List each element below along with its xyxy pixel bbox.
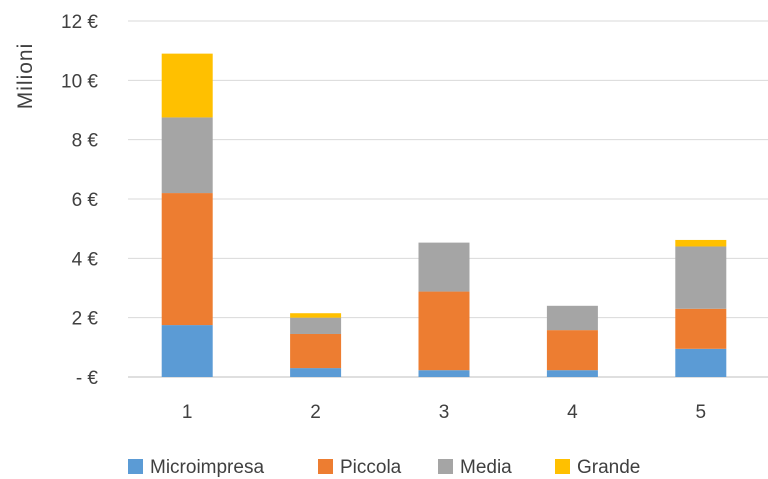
legend-label: Grande: [577, 457, 640, 478]
legend-swatch: [318, 459, 333, 474]
bar-segment: [161, 53, 213, 118]
bar-segment: [675, 246, 727, 309]
bar-segment: [161, 325, 213, 377]
y-tick-label: 10 €: [61, 71, 98, 92]
legend-swatch: [438, 459, 453, 474]
y-tick-label: 6 €: [72, 190, 99, 211]
x-tick-label: 2: [310, 402, 321, 423]
bar-segment: [675, 239, 727, 247]
gridlines: [128, 20, 768, 378]
legend-label: Piccola: [340, 457, 402, 478]
legend: Microimpresa Piccola Media Grande: [128, 457, 640, 478]
bar-segment: [546, 305, 598, 331]
x-tick-label: 4: [567, 402, 578, 423]
legend-swatch: [555, 459, 570, 474]
x-tick-label: 5: [696, 402, 707, 423]
y-axis-title: Milioni: [14, 43, 37, 110]
y-tick-label: 4 €: [72, 249, 99, 270]
legend-swatch: [128, 459, 143, 474]
bar-segment: [290, 317, 342, 334]
bar-segment: [418, 291, 470, 371]
bar-segment: [290, 313, 342, 318]
legend-label: Media: [460, 457, 512, 478]
legend-label: Microimpresa: [150, 457, 264, 478]
x-tick-label: 3: [439, 402, 450, 423]
bar-segment: [546, 330, 598, 371]
bar-segment: [161, 193, 213, 326]
y-tick-label: 2 €: [72, 309, 99, 330]
bar-segment: [290, 368, 342, 377]
bar-segment: [418, 242, 470, 292]
bar-segment: [161, 117, 213, 194]
y-tick-label: - €: [76, 368, 99, 389]
bars: [161, 53, 727, 377]
x-tick-label: 1: [182, 402, 193, 423]
bar-segment: [546, 370, 598, 377]
y-tick-labels: - € 2 € 4 € 6 € 8 € 10 € 12 €: [61, 12, 98, 389]
bar-segment: [290, 333, 342, 369]
y-tick-label: 8 €: [72, 131, 99, 152]
bar-segment: [418, 370, 470, 377]
bar-segment: [675, 308, 727, 349]
y-tick-label: 12 €: [61, 12, 98, 33]
x-tick-labels: 1 2 3 4 5: [182, 402, 706, 423]
bar-segment: [675, 348, 727, 377]
